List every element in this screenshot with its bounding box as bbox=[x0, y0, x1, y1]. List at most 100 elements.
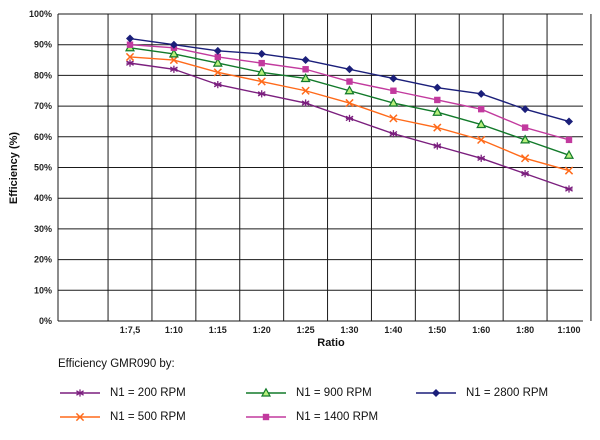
data-point bbox=[169, 65, 178, 73]
legend-swatch-500-rpm bbox=[60, 412, 100, 422]
legend-label-1400-rpm: N1 = 1400 RPM bbox=[296, 411, 379, 423]
data-point bbox=[301, 56, 310, 65]
data-point bbox=[432, 389, 440, 397]
data-point bbox=[302, 66, 309, 73]
x-tick-labels: 1:7,5 1:10 1:15 1:20 1:25 1:30 1:40 1:50 1:60 1:8… bbox=[120, 325, 581, 335]
y-tick-label: 90% bbox=[34, 40, 52, 50]
data-point bbox=[389, 130, 398, 138]
data-point bbox=[214, 53, 221, 61]
y-tick-label: 30% bbox=[34, 224, 52, 234]
x-tick-label: 1:50 bbox=[428, 325, 446, 335]
data-point bbox=[433, 83, 442, 92]
y-tick-label: 70% bbox=[34, 101, 52, 111]
data-point bbox=[389, 114, 398, 123]
grid bbox=[57, 13, 592, 322]
data-point bbox=[346, 78, 353, 85]
series-layer bbox=[124, 34, 575, 193]
data-point bbox=[169, 55, 179, 65]
data-point bbox=[126, 34, 134, 43]
data-point bbox=[434, 96, 441, 104]
legend-item-200-rpm: N1 = 200 RPM bbox=[58, 385, 186, 401]
x-tick-label: 1:40 bbox=[384, 325, 402, 335]
legend-label-200-rpm: N1 = 200 RPM bbox=[110, 387, 186, 399]
x-tick-label: 1:7,5 bbox=[120, 325, 141, 335]
series-1 bbox=[125, 52, 574, 175]
data-point bbox=[476, 119, 487, 129]
data-point bbox=[345, 114, 354, 122]
legend-label-500-rpm: N1 = 500 RPM bbox=[110, 411, 186, 423]
y-tick-label: 0% bbox=[39, 316, 52, 326]
data-point bbox=[521, 124, 529, 131]
x-tick-label: 1:25 bbox=[297, 325, 315, 335]
data-point bbox=[389, 74, 398, 83]
x-tick-label: 1:10 bbox=[165, 325, 183, 335]
data-point bbox=[257, 77, 266, 86]
legend-swatch-200-rpm bbox=[60, 389, 100, 397]
series-3 bbox=[126, 41, 573, 144]
y-tick-label: 100% bbox=[29, 9, 52, 19]
y-tick-label: 20% bbox=[34, 255, 52, 265]
data-point bbox=[477, 89, 486, 98]
data-point bbox=[300, 73, 311, 83]
data-point bbox=[260, 387, 272, 397]
data-point bbox=[388, 97, 399, 107]
data-point bbox=[345, 98, 354, 108]
series-4 bbox=[126, 34, 573, 126]
data-point bbox=[477, 135, 486, 145]
data-point bbox=[433, 123, 442, 132]
data-point bbox=[478, 105, 485, 113]
legend-item-2800-rpm: N1 = 2800 RPM bbox=[414, 385, 548, 401]
data-point bbox=[169, 40, 178, 49]
legend-label-2800-rpm: N1 = 2800 RPM bbox=[466, 387, 549, 399]
data-point bbox=[256, 66, 267, 76]
x-tick-label: 1:20 bbox=[253, 325, 271, 335]
x-tick-label: 1:15 bbox=[209, 325, 227, 335]
series-2 bbox=[124, 42, 575, 159]
x-tick-label: 1:60 bbox=[472, 325, 490, 335]
data-point bbox=[257, 90, 266, 98]
data-point bbox=[564, 166, 574, 175]
data-point bbox=[344, 85, 355, 95]
data-point bbox=[212, 57, 223, 67]
y-tick-label: 80% bbox=[34, 70, 52, 80]
data-point bbox=[563, 149, 575, 159]
data-point bbox=[213, 68, 222, 77]
x-axis-title: Ratio bbox=[317, 337, 345, 349]
data-point bbox=[565, 185, 573, 193]
y-tick-label: 60% bbox=[34, 132, 52, 142]
data-point bbox=[520, 134, 531, 144]
series-0 bbox=[126, 59, 573, 193]
data-point bbox=[432, 106, 443, 116]
y-tick-labels: 0% 10% 20% 30% 40% 50% 60% 70% 80% 90% 100% bbox=[29, 9, 52, 326]
data-point bbox=[521, 105, 530, 114]
data-point bbox=[301, 99, 310, 107]
data-point bbox=[76, 389, 84, 397]
data-point bbox=[126, 41, 134, 48]
x-tick-label: 1:80 bbox=[516, 325, 534, 335]
x-tick-label: 1:100 bbox=[557, 325, 580, 335]
y-tick-label: 40% bbox=[34, 193, 52, 203]
data-point bbox=[301, 86, 310, 95]
y-tick-label: 10% bbox=[34, 285, 52, 295]
data-point bbox=[477, 154, 486, 162]
data-point bbox=[390, 87, 397, 94]
y-axis-title: Efficiency (%) bbox=[8, 132, 20, 204]
legend-label-900-rpm: N1 = 900 RPM bbox=[296, 387, 372, 399]
legend-swatch-900-rpm bbox=[246, 387, 286, 397]
legend-title: Efficiency GMR090 by: bbox=[58, 358, 175, 370]
data-point bbox=[565, 136, 573, 144]
data-point bbox=[168, 48, 179, 58]
data-point bbox=[345, 65, 354, 74]
data-point bbox=[126, 59, 134, 67]
legend-item-500-rpm: N1 = 500 RPM bbox=[58, 409, 186, 425]
data-point bbox=[258, 59, 265, 67]
data-point bbox=[125, 52, 135, 62]
data-point bbox=[213, 46, 222, 55]
data-point bbox=[262, 413, 270, 421]
data-point bbox=[257, 49, 266, 58]
x-tick-label: 1:30 bbox=[340, 325, 358, 335]
data-point bbox=[75, 412, 85, 422]
legend-item-900-rpm: N1 = 900 RPM bbox=[244, 385, 372, 401]
data-point bbox=[433, 142, 442, 150]
